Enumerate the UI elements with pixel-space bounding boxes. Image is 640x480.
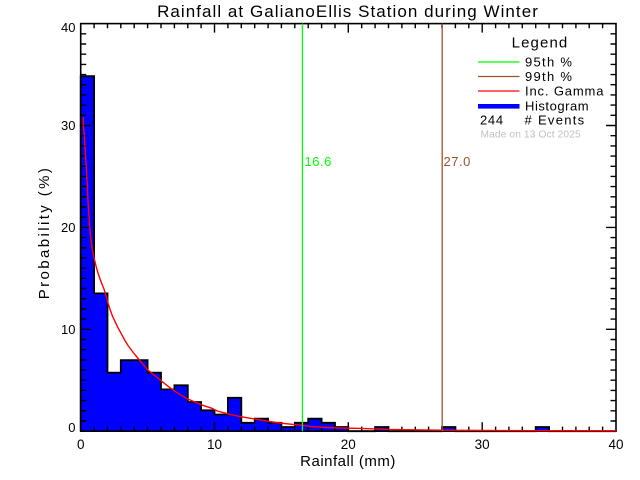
svg-text:244: 244 xyxy=(480,112,504,127)
svg-text:20: 20 xyxy=(61,220,75,235)
svg-text:Probability (%): Probability (%) xyxy=(36,166,53,300)
svg-text:10: 10 xyxy=(207,437,222,452)
svg-text:30: 30 xyxy=(61,118,75,133)
svg-text:99th %: 99th % xyxy=(525,69,573,84)
svg-text:20: 20 xyxy=(341,437,356,452)
svg-text:Histogram: Histogram xyxy=(525,99,589,114)
svg-text:0: 0 xyxy=(68,420,75,435)
svg-text:40: 40 xyxy=(61,20,75,35)
svg-text:Rainfall (mm): Rainfall (mm) xyxy=(300,453,396,470)
svg-text:Inc. Gamma: Inc. Gamma xyxy=(525,84,604,99)
svg-text:Legend: Legend xyxy=(512,34,569,51)
svg-text:16.6: 16.6 xyxy=(305,154,332,169)
svg-text:30: 30 xyxy=(475,437,490,452)
svg-text:10: 10 xyxy=(61,322,75,337)
svg-text:95th %: 95th % xyxy=(525,55,573,70)
svg-text:# Events: # Events xyxy=(525,112,586,127)
svg-text:Made on 13 Oct 2025: Made on 13 Oct 2025 xyxy=(481,130,581,141)
svg-text:27.0: 27.0 xyxy=(444,154,471,169)
svg-text:40: 40 xyxy=(608,437,623,452)
svg-text:Rainfall at GalianoEllis Stati: Rainfall at GalianoEllis Station during … xyxy=(157,2,539,21)
svg-text:0: 0 xyxy=(77,437,85,452)
